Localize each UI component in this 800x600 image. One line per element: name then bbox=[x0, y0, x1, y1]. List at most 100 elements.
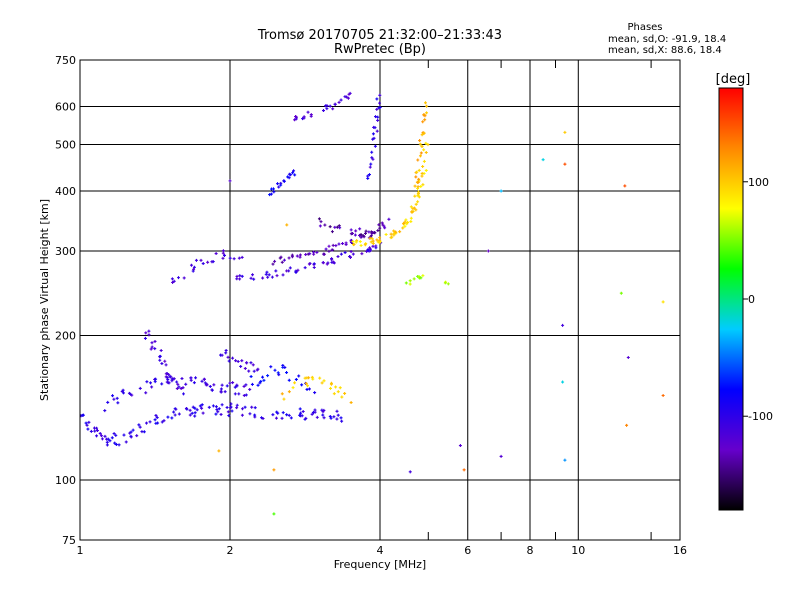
data-point bbox=[95, 426, 99, 430]
y-tick-label: 75 bbox=[62, 534, 76, 547]
data-point bbox=[293, 173, 297, 177]
data-point bbox=[238, 274, 242, 278]
data-point bbox=[359, 235, 363, 239]
data-point bbox=[170, 416, 174, 420]
data-point bbox=[182, 276, 186, 280]
data-point bbox=[287, 256, 291, 260]
data-point bbox=[236, 359, 240, 363]
data-point bbox=[324, 247, 328, 251]
data-point bbox=[354, 229, 358, 233]
data-point bbox=[175, 387, 179, 391]
data-point bbox=[143, 336, 147, 340]
data-point bbox=[416, 192, 420, 196]
data-point bbox=[298, 255, 302, 259]
data-point bbox=[283, 365, 287, 369]
data-point bbox=[131, 428, 135, 432]
data-point bbox=[364, 229, 368, 233]
data-point bbox=[275, 410, 279, 414]
data-point bbox=[381, 223, 385, 227]
data-point bbox=[224, 348, 228, 352]
data-point bbox=[200, 406, 204, 410]
data-point bbox=[419, 276, 423, 280]
data-point bbox=[98, 431, 102, 435]
data-point bbox=[371, 244, 375, 248]
data-point bbox=[190, 411, 194, 415]
data-point bbox=[297, 374, 301, 378]
data-point bbox=[149, 381, 153, 385]
data-point bbox=[361, 234, 365, 238]
data-point bbox=[231, 356, 235, 360]
data-point bbox=[282, 397, 286, 401]
data-point bbox=[110, 436, 114, 440]
x-tick-label: 8 bbox=[527, 544, 534, 557]
data-point bbox=[424, 168, 428, 172]
data-point bbox=[415, 170, 419, 174]
data-point bbox=[321, 410, 325, 414]
data-point bbox=[312, 266, 316, 270]
data-point bbox=[375, 129, 379, 133]
data-point bbox=[193, 414, 197, 418]
data-point bbox=[225, 405, 229, 409]
data-point bbox=[343, 251, 347, 255]
data-point bbox=[164, 363, 168, 367]
data-point bbox=[250, 382, 254, 386]
data-point bbox=[282, 179, 286, 183]
data-point bbox=[392, 232, 396, 236]
data-point bbox=[343, 95, 347, 99]
data-point bbox=[232, 257, 236, 261]
data-point bbox=[423, 118, 427, 122]
data-point bbox=[358, 227, 362, 231]
data-point bbox=[228, 179, 232, 183]
data-point bbox=[363, 231, 367, 235]
data-point bbox=[288, 266, 292, 270]
data-point bbox=[270, 275, 274, 279]
data-point bbox=[306, 110, 310, 114]
data-point bbox=[191, 405, 195, 409]
data-points bbox=[80, 91, 665, 516]
data-point bbox=[325, 107, 329, 111]
data-point bbox=[324, 104, 328, 108]
data-point bbox=[122, 433, 126, 437]
data-point bbox=[417, 177, 421, 181]
data-point bbox=[373, 231, 377, 235]
data-point bbox=[315, 250, 319, 254]
data-point bbox=[308, 252, 312, 256]
data-point bbox=[252, 369, 256, 373]
data-point bbox=[334, 385, 338, 389]
data-point bbox=[164, 372, 168, 376]
data-point bbox=[108, 439, 112, 443]
grid-lines bbox=[79, 59, 681, 541]
data-point bbox=[311, 377, 315, 381]
data-point bbox=[424, 141, 428, 145]
data-point bbox=[142, 430, 146, 434]
data-point bbox=[418, 139, 422, 143]
data-point bbox=[281, 273, 285, 277]
data-point bbox=[363, 243, 367, 247]
data-point bbox=[179, 387, 183, 391]
data-point bbox=[370, 150, 374, 154]
phases-o-stats: mean, sd,O: -91.9, 18.4 bbox=[608, 34, 726, 45]
data-point bbox=[204, 383, 208, 387]
data-point bbox=[289, 416, 293, 420]
data-point bbox=[318, 224, 322, 228]
data-point bbox=[99, 434, 103, 438]
data-point bbox=[563, 130, 567, 134]
data-point bbox=[154, 377, 158, 381]
data-point bbox=[113, 441, 117, 445]
data-point bbox=[244, 361, 248, 365]
x-tick-label: 6 bbox=[464, 544, 471, 557]
data-point bbox=[95, 429, 99, 433]
data-point bbox=[344, 243, 348, 247]
data-point bbox=[235, 384, 239, 388]
data-point bbox=[486, 249, 490, 253]
data-point bbox=[177, 412, 181, 416]
data-point bbox=[339, 252, 343, 256]
data-point bbox=[285, 223, 289, 227]
data-point bbox=[112, 397, 116, 401]
data-point bbox=[219, 390, 223, 394]
x-tick-label: 10 bbox=[571, 544, 585, 557]
plot-frame bbox=[79, 59, 681, 541]
data-point bbox=[149, 347, 153, 351]
y-tick-label: 200 bbox=[55, 330, 76, 343]
data-point bbox=[309, 114, 313, 118]
